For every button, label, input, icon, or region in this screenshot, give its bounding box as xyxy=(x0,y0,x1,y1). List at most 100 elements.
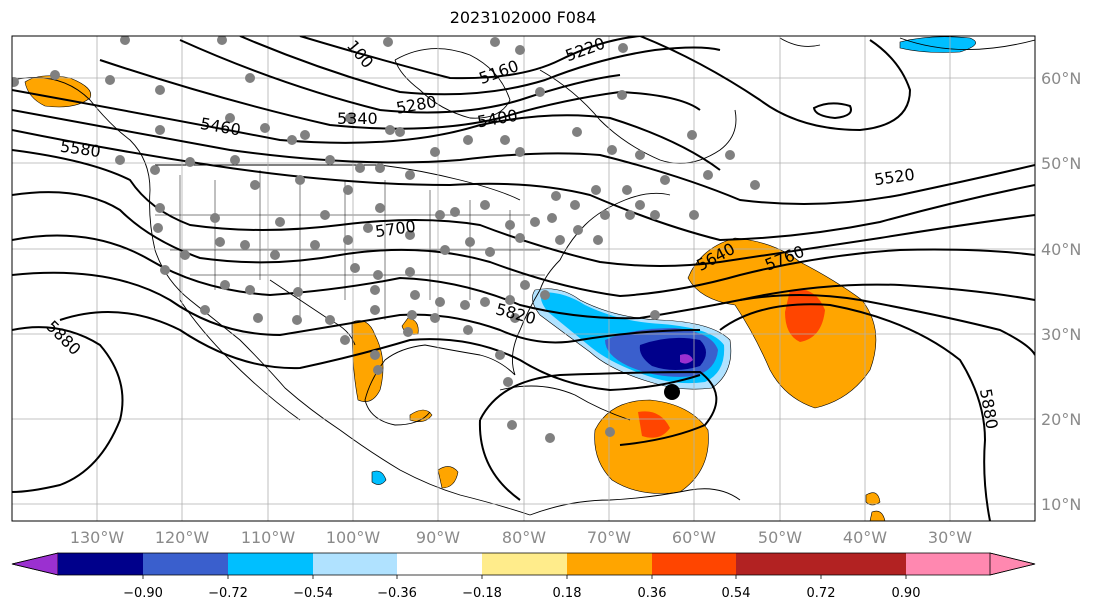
mid-atlantic-positive-small xyxy=(865,492,881,506)
lat-label: 10°N xyxy=(1041,495,1081,514)
colorbar-segment xyxy=(228,553,313,575)
hudson-bay xyxy=(394,48,511,119)
lon-label: 30°W xyxy=(928,528,972,547)
lon-label: 110°W xyxy=(241,528,296,547)
coastlines xyxy=(12,37,1035,516)
station-markers xyxy=(12,36,760,443)
colorbar-segment xyxy=(906,553,990,575)
contour-label-5820: 5820 xyxy=(494,299,538,328)
colorbar-tick-label: 0.18 xyxy=(553,586,582,601)
lon-label: 130°W xyxy=(70,528,125,547)
contour-5220 xyxy=(239,36,721,96)
contour-5700 xyxy=(12,234,1035,320)
contour-label-5460: 5460 xyxy=(199,114,242,140)
pacific-negative-small xyxy=(371,470,387,485)
caribbean-positive-region xyxy=(594,399,709,494)
colorbar-tick-label: 0.54 xyxy=(722,586,751,601)
latitude-labels: 60°N 50°N 40°N 30°N 20°N 10°N xyxy=(1041,69,1081,514)
lat-label: 20°N xyxy=(1041,410,1081,429)
lon-label: 100°W xyxy=(326,528,381,547)
lon-label: 120°W xyxy=(155,528,210,547)
gridlines xyxy=(12,36,1035,521)
greenland-negative-region xyxy=(899,36,976,53)
lat-label: 30°N xyxy=(1041,325,1081,344)
contour-5400 xyxy=(12,89,721,171)
lat-label: 60°N xyxy=(1041,69,1081,88)
caribbean-strong-positive xyxy=(638,411,670,438)
colorbar-tick-label: −0.18 xyxy=(462,586,502,601)
colorbar-tick-label: −0.54 xyxy=(293,586,333,601)
contour-label-5160: 5160 xyxy=(476,56,521,88)
mexico-pacific xyxy=(179,299,301,421)
shaded-anomalies xyxy=(24,36,976,521)
contour-5460 xyxy=(12,109,1035,205)
contour-5580 xyxy=(12,149,1035,267)
lon-label: 70°W xyxy=(587,528,631,547)
colorbar-tick-label: 0.36 xyxy=(638,586,667,601)
contour-caribbean xyxy=(478,370,718,501)
contour-label-5580: 5580 xyxy=(59,137,102,161)
contour-5640 xyxy=(12,191,1035,298)
lon-label: 60°W xyxy=(672,528,716,547)
pacific-positive-small xyxy=(437,466,459,489)
colorbar-segment xyxy=(567,553,652,575)
colorbar-tick-label: −0.90 xyxy=(123,586,163,601)
height-contours xyxy=(12,36,1035,521)
colorbar-low-extension xyxy=(11,552,59,576)
contour-ring-north xyxy=(812,102,852,120)
contour-5160 xyxy=(299,36,641,80)
atlantic-positive-region xyxy=(687,237,877,409)
contour-5520 xyxy=(12,129,1035,242)
lon-label: 40°W xyxy=(843,528,887,547)
colorbar-tick-label: 0.72 xyxy=(807,586,836,601)
lon-label: 80°W xyxy=(502,528,546,547)
contour-label-5520: 5520 xyxy=(873,165,916,189)
colorbar-tick-label: −0.36 xyxy=(377,586,417,601)
lat-label: 50°N xyxy=(1041,154,1081,173)
contour-5820 xyxy=(59,311,701,392)
colorbar-segment xyxy=(313,553,397,575)
us-canada-border xyxy=(155,164,521,201)
colorbar-segment xyxy=(482,553,567,575)
colorbar-segment xyxy=(397,553,482,575)
lat-label: 40°N xyxy=(1041,240,1081,259)
greenland xyxy=(779,37,1035,50)
contour-label-5880-east: 5880 xyxy=(976,387,1002,430)
contour-label-5340: 5340 xyxy=(337,109,378,128)
gulf-positive-region xyxy=(351,320,384,402)
colorbar-tick-label: −0.72 xyxy=(208,586,248,601)
contour-label-100: 100 xyxy=(343,36,377,72)
colorbar-segment xyxy=(821,553,906,575)
colorbar-segment xyxy=(652,553,736,575)
atlantic-positive-edge xyxy=(869,510,886,521)
contour-5760 xyxy=(12,271,1035,356)
contour-5280 xyxy=(179,39,621,114)
colorbar-tick-label: 0.90 xyxy=(892,586,921,601)
colorbar-high-extension xyxy=(989,552,1036,576)
storm-center-marker xyxy=(664,384,680,400)
atlantic-negative-region-peak xyxy=(680,354,693,364)
lon-label: 50°W xyxy=(758,528,802,547)
longitude-labels: 130°W 120°W 110°W 100°W 90°W 80°W 70°W 6… xyxy=(70,528,972,547)
contour-loop-ne xyxy=(639,36,912,132)
contour-label-5280: 5280 xyxy=(395,92,438,118)
contour-5340 xyxy=(99,59,701,130)
contour-label-5880-west: 5880 xyxy=(42,317,84,359)
colorbar-tick-marks xyxy=(142,575,907,579)
south-america-north xyxy=(529,488,741,516)
plot-title: 2023102000 F084 xyxy=(449,8,597,27)
colorbar-outline xyxy=(11,552,1036,576)
contour-label-5400: 5400 xyxy=(476,106,519,132)
atlantic-strong-positive xyxy=(785,289,825,342)
contour-5880-east xyxy=(719,303,991,521)
map-frame xyxy=(11,35,1036,522)
colorbar-segment xyxy=(58,553,143,575)
colorbar: −0.90 −0.72 −0.54 −0.36 −0.18 0.18 0.36 … xyxy=(11,552,1036,601)
labrador-coast xyxy=(539,69,737,164)
contour-5880-west xyxy=(12,326,124,493)
cuba xyxy=(499,385,631,421)
colorbar-segment xyxy=(143,553,228,575)
colorbar-segment xyxy=(736,553,821,575)
lon-label: 90°W xyxy=(416,528,460,547)
